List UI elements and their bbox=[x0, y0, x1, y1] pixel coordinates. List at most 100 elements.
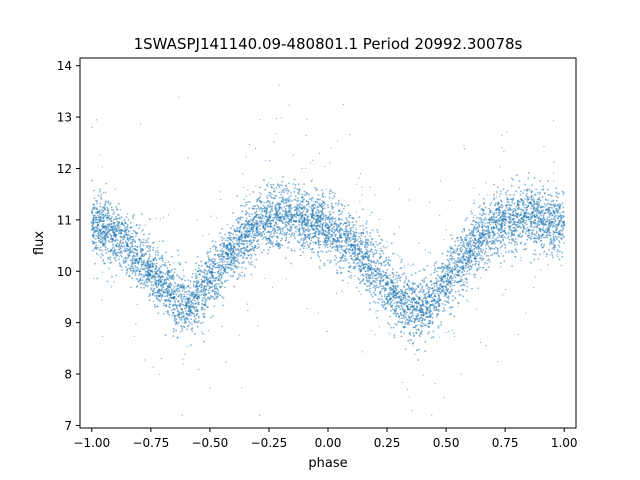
data-point bbox=[250, 254, 253, 257]
data-point bbox=[289, 211, 292, 214]
data-point bbox=[279, 230, 282, 233]
data-point bbox=[490, 228, 493, 231]
data-point bbox=[131, 256, 134, 258]
data-point bbox=[452, 276, 454, 279]
data-point bbox=[554, 203, 557, 205]
data-point bbox=[393, 294, 396, 297]
data-point bbox=[366, 243, 368, 246]
data-point bbox=[345, 245, 348, 248]
data-point bbox=[113, 249, 116, 252]
data-point bbox=[355, 286, 358, 289]
data-point bbox=[243, 205, 246, 208]
data-point bbox=[498, 255, 500, 258]
data-point bbox=[307, 201, 310, 204]
data-point bbox=[457, 245, 460, 248]
data-point bbox=[106, 211, 109, 214]
data-point bbox=[439, 292, 442, 295]
data-point bbox=[549, 237, 552, 240]
data-point bbox=[354, 244, 357, 247]
data-point bbox=[271, 229, 274, 232]
data-point bbox=[196, 270, 199, 273]
data-point bbox=[286, 189, 289, 192]
data-point bbox=[348, 238, 351, 241]
data-point bbox=[475, 239, 477, 242]
data-point bbox=[202, 289, 205, 292]
data-point bbox=[198, 269, 201, 272]
data-point bbox=[403, 312, 406, 315]
data-point bbox=[167, 269, 170, 272]
data-point bbox=[340, 232, 343, 235]
data-point bbox=[151, 269, 153, 271]
data-point bbox=[518, 222, 521, 225]
data-point bbox=[177, 275, 180, 278]
data-point bbox=[391, 252, 394, 255]
data-point bbox=[380, 272, 383, 275]
data-point bbox=[164, 273, 167, 275]
data-point bbox=[318, 202, 321, 205]
data-point bbox=[310, 226, 313, 229]
data-point bbox=[285, 239, 287, 241]
data-point bbox=[196, 287, 199, 290]
data-point bbox=[130, 245, 133, 248]
data-point bbox=[513, 244, 516, 246]
data-point bbox=[94, 246, 97, 249]
data-point bbox=[229, 267, 232, 269]
data-point bbox=[175, 318, 178, 320]
data-point bbox=[540, 236, 543, 239]
data-point bbox=[461, 259, 463, 262]
data-point bbox=[99, 190, 101, 193]
data-point bbox=[512, 221, 515, 224]
data-point bbox=[511, 239, 514, 242]
data-point bbox=[482, 249, 484, 251]
data-point bbox=[153, 278, 156, 280]
data-point bbox=[319, 259, 322, 262]
data-point bbox=[415, 293, 418, 296]
data-point bbox=[541, 212, 544, 214]
data-point bbox=[188, 320, 190, 323]
data-point bbox=[347, 232, 350, 235]
data-point bbox=[474, 229, 477, 231]
data-point bbox=[510, 204, 513, 207]
data-point bbox=[270, 236, 273, 239]
data-point bbox=[222, 256, 225, 259]
data-point bbox=[539, 199, 542, 202]
data-point bbox=[437, 324, 440, 327]
data-point bbox=[214, 266, 217, 269]
data-point bbox=[483, 236, 486, 239]
data-point bbox=[407, 299, 410, 302]
data-point bbox=[243, 275, 246, 278]
data-point bbox=[187, 298, 189, 301]
data-point bbox=[404, 311, 407, 313]
data-point bbox=[195, 305, 198, 308]
data-point bbox=[230, 251, 232, 254]
data-point bbox=[146, 267, 149, 270]
data-point bbox=[165, 288, 168, 291]
data-point bbox=[196, 289, 199, 292]
data-point bbox=[206, 272, 209, 274]
data-point bbox=[469, 242, 471, 245]
data-point bbox=[189, 286, 192, 289]
data-point bbox=[497, 214, 499, 217]
data-point bbox=[224, 233, 227, 236]
data-point bbox=[507, 236, 510, 238]
data-point bbox=[248, 215, 251, 218]
data-point bbox=[504, 246, 507, 249]
data-point bbox=[126, 226, 129, 229]
data-point bbox=[386, 322, 389, 324]
data-point bbox=[297, 197, 300, 200]
data-point bbox=[560, 237, 563, 240]
data-point bbox=[424, 340, 427, 343]
data-point bbox=[266, 212, 268, 214]
data-point bbox=[406, 298, 409, 301]
data-point bbox=[487, 255, 489, 257]
data-point bbox=[265, 195, 268, 198]
data-point bbox=[167, 297, 170, 300]
data-point bbox=[416, 305, 418, 308]
data-point bbox=[203, 291, 206, 294]
data-point bbox=[546, 236, 549, 239]
data-point bbox=[348, 240, 350, 243]
data-point bbox=[394, 297, 397, 300]
data-point bbox=[327, 206, 330, 209]
data-point bbox=[450, 274, 452, 277]
data-point bbox=[215, 285, 218, 288]
